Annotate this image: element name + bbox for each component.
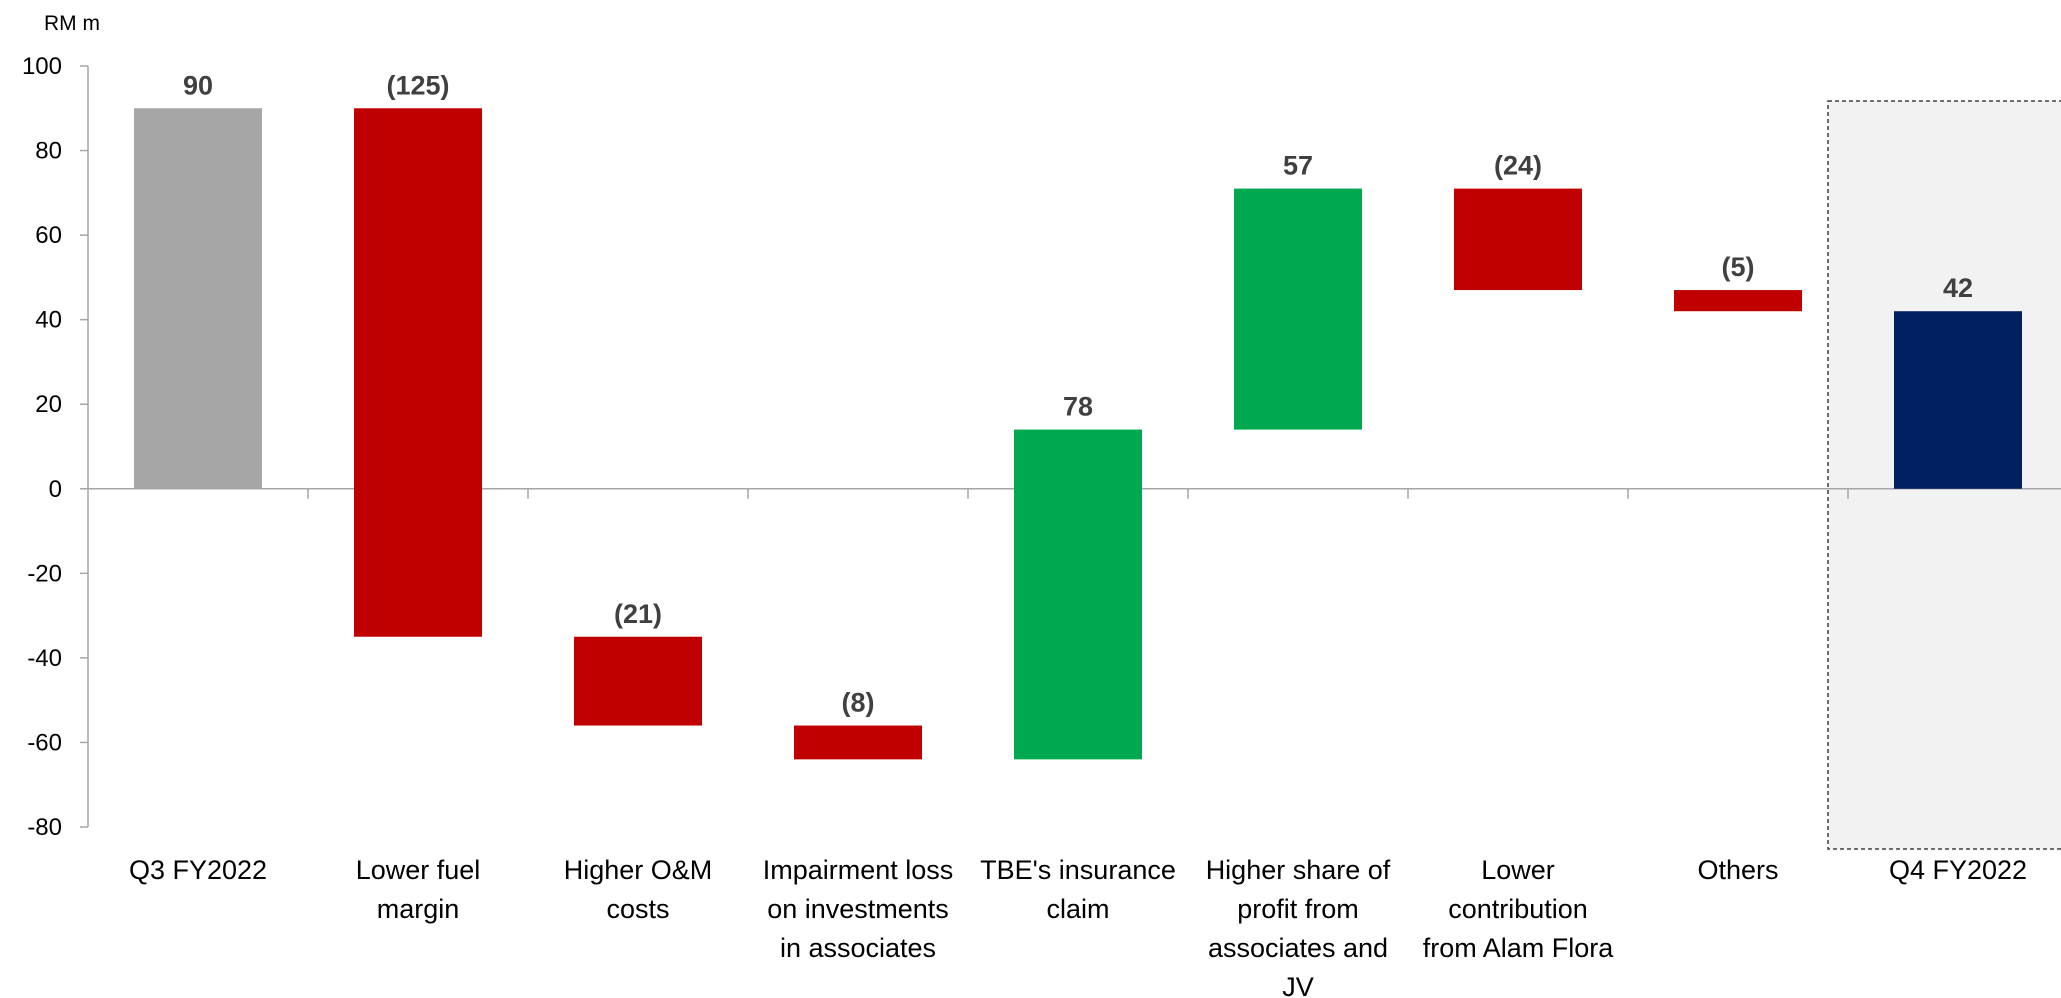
y-tick-label: 40 [35, 307, 62, 334]
category-label-5: TBE's insurance claim [980, 855, 1176, 924]
category-label-7: Lower contribution from Alam Flora [1423, 855, 1615, 963]
unit-label: RM m [44, 12, 100, 35]
y-axis: 100 80 60 40 20 0 -20 -40 -60 -80 [22, 53, 89, 841]
bar-7 [1454, 188, 1582, 291]
y-tick-label: 20 [35, 391, 62, 418]
bar-8 [1674, 290, 1802, 312]
y-tick-label: 0 [49, 476, 62, 503]
data-labels: 90 (125) (21) (8) 78 57 (24) (5) 42 [183, 70, 1973, 717]
category-label-6: Higher share of profit from associates and… [1206, 855, 1391, 998]
y-tick-label: -40 [27, 645, 62, 672]
y-tick-label: -20 [27, 560, 62, 587]
data-label-2: (125) [386, 70, 449, 100]
category-label-8: Others [1697, 855, 1778, 885]
category-label-3: Higher O&M costs [564, 855, 713, 924]
category-label-4: Impairment loss on investments in associat… [763, 855, 954, 963]
bar-5 [1014, 429, 1142, 760]
data-label-7: (24) [1494, 151, 1542, 181]
category-label-2: Lower fuel margin [356, 855, 481, 924]
y-tick-label: -60 [27, 729, 62, 756]
bar-6 [1234, 188, 1362, 430]
x-labels: Q3 FY2022 Lower fuel margin Higher O&M costs… [129, 855, 2027, 998]
bar-4 [794, 725, 922, 760]
bar-1 [134, 108, 262, 489]
y-tick-label: 100 [22, 53, 62, 80]
bar-3 [574, 636, 702, 726]
bars [134, 108, 2022, 760]
data-label-5: 78 [1063, 392, 1093, 422]
y-tick-label: 60 [35, 222, 62, 249]
data-label-9: 42 [1943, 273, 1973, 303]
category-label-1: Q3 FY2022 [129, 855, 267, 885]
y-tick-label: 80 [35, 138, 62, 165]
data-label-4: (8) [842, 688, 875, 718]
data-label-8: (5) [1722, 252, 1755, 282]
bar-9 [1894, 311, 2022, 489]
y-tick-label: -80 [27, 814, 62, 841]
data-label-6: 57 [1283, 151, 1313, 181]
bar-2 [354, 108, 482, 637]
data-label-1: 90 [183, 70, 213, 100]
data-label-3: (21) [614, 599, 662, 629]
category-label-9: Q4 FY2022 [1889, 855, 2027, 885]
